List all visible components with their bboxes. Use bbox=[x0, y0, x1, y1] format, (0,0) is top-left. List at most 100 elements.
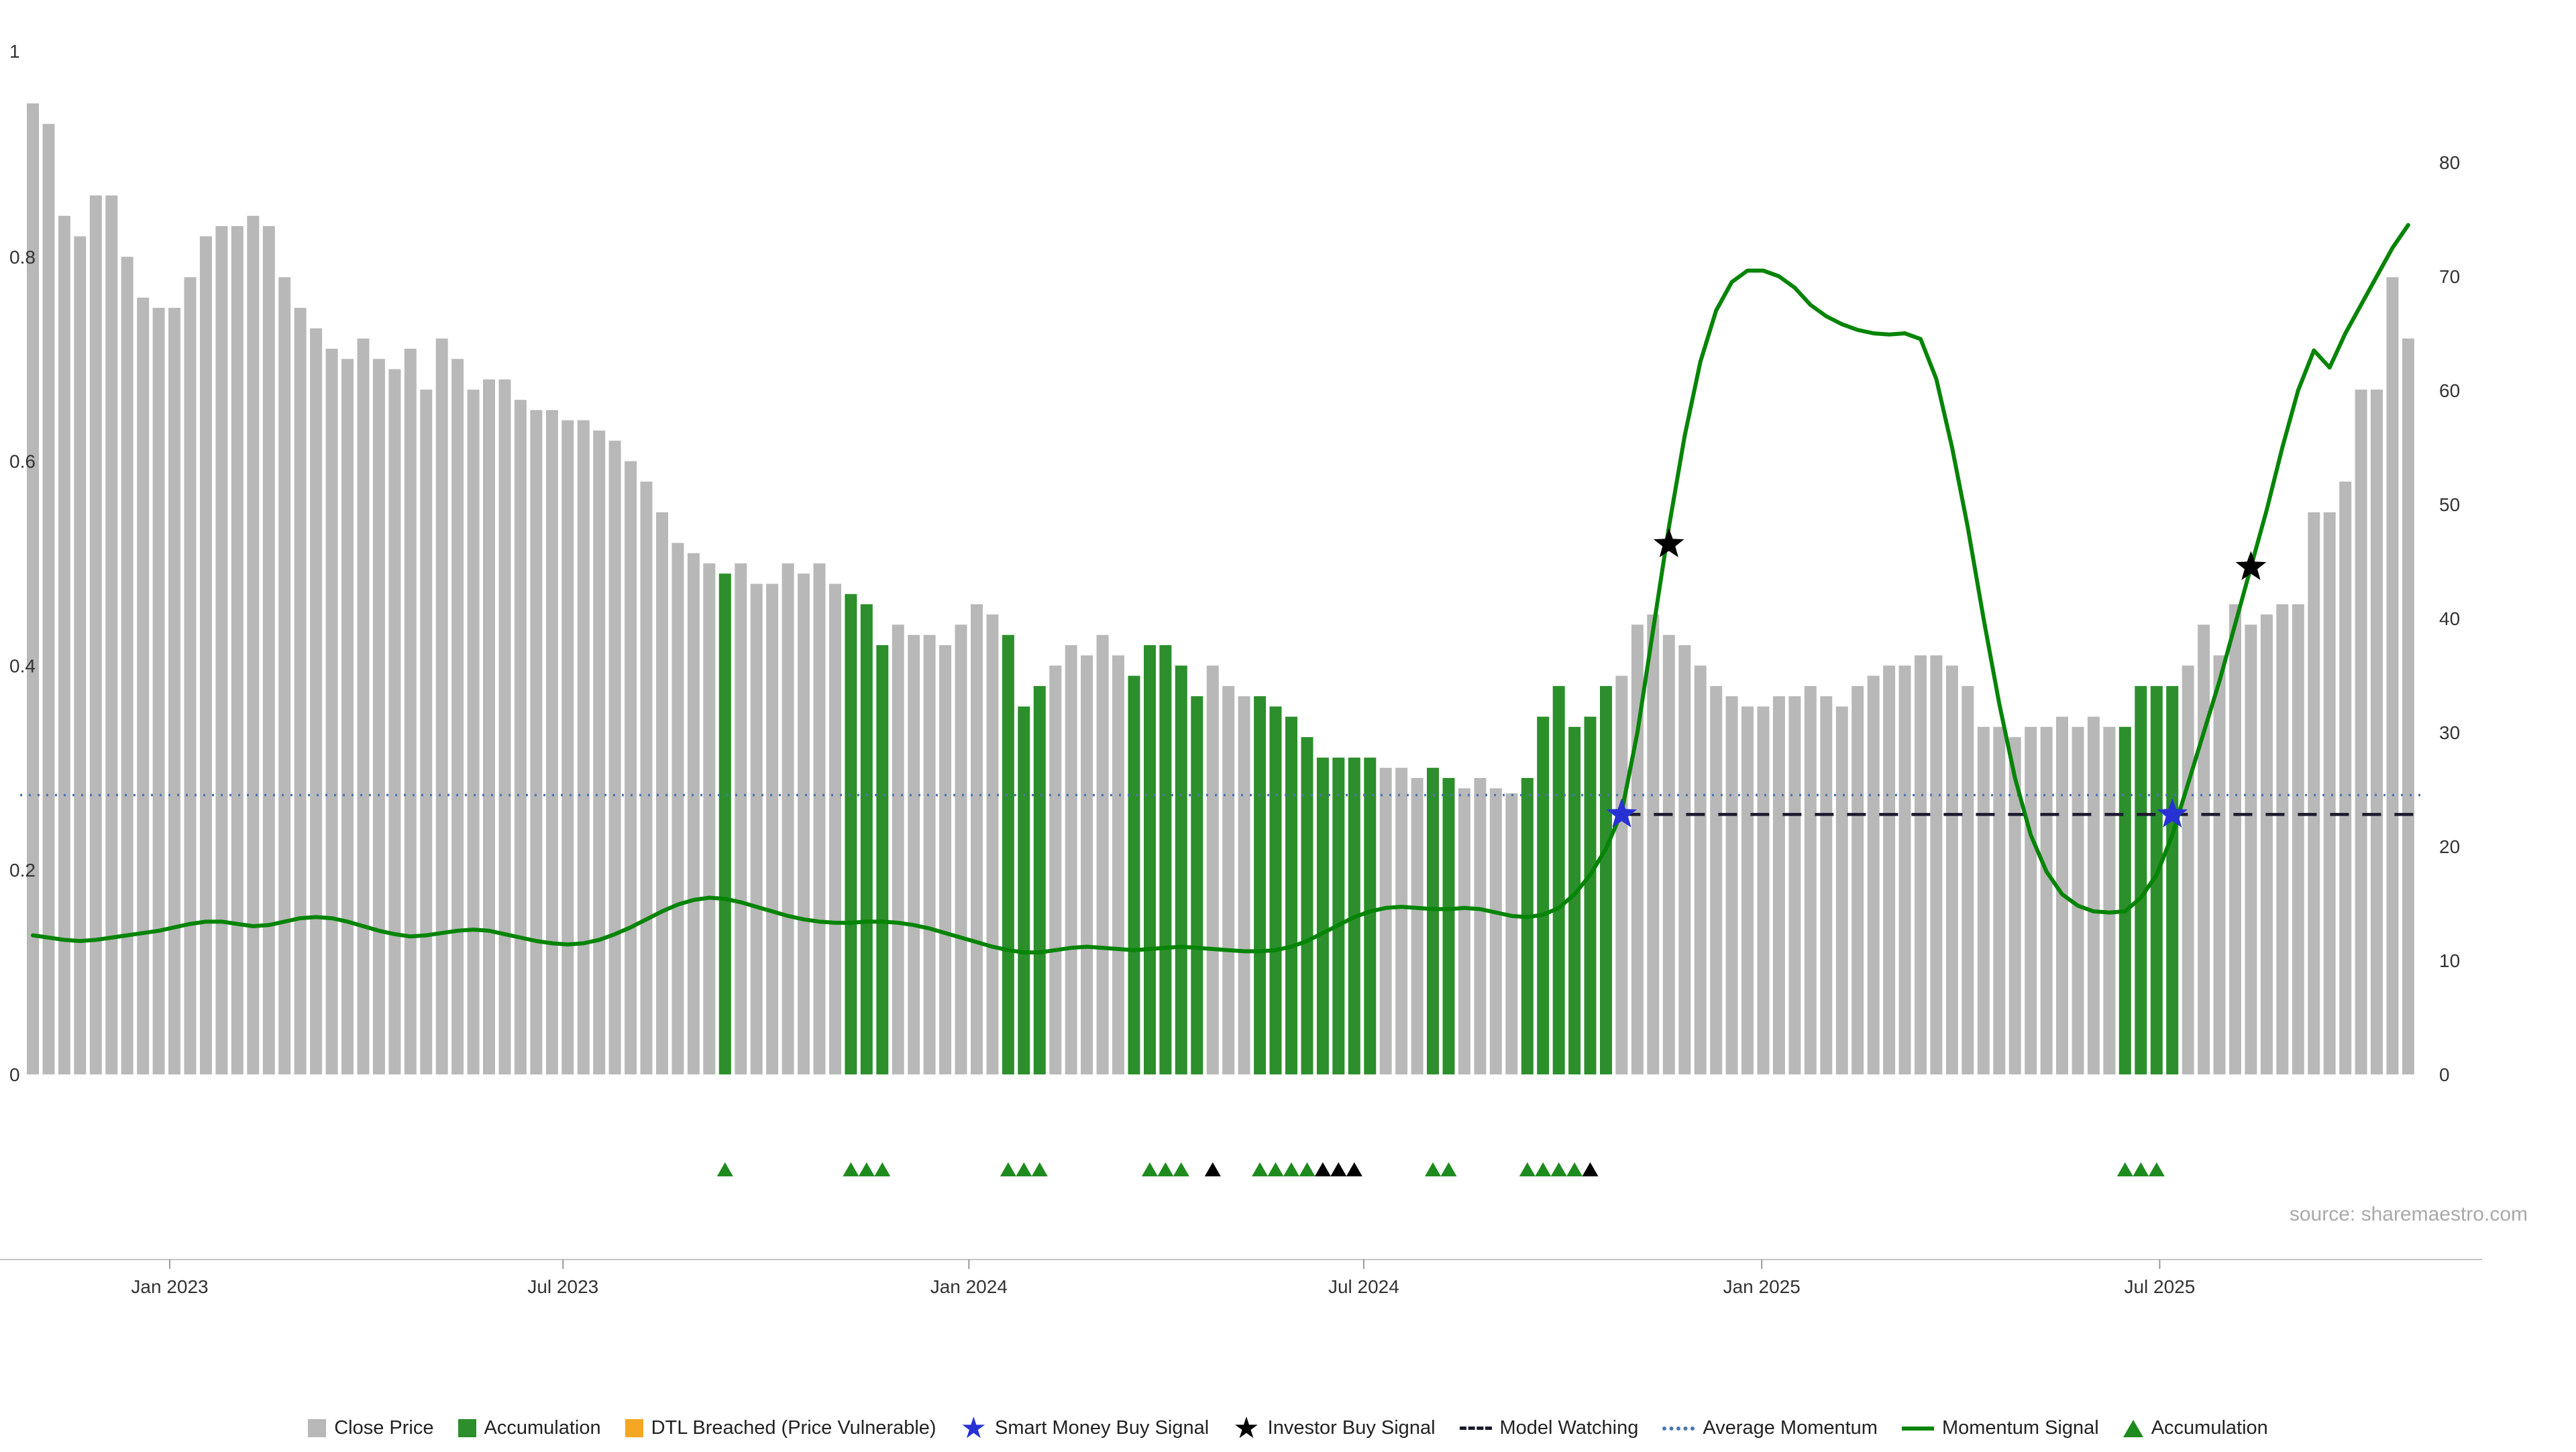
x-axis-label: Jul 2025 bbox=[2124, 1276, 2195, 1297]
close-price-bar bbox=[1489, 788, 1502, 1074]
x-axis-label: Jul 2024 bbox=[1328, 1276, 1399, 1297]
close-price-bar bbox=[687, 553, 700, 1074]
accumulation-triangle bbox=[843, 1162, 859, 1176]
close-price-bar bbox=[640, 482, 653, 1074]
accumulation-bar bbox=[1018, 706, 1030, 1074]
close-price-bar bbox=[231, 226, 244, 1075]
close-price-bar bbox=[2087, 716, 2100, 1074]
close-price-bar bbox=[530, 410, 543, 1074]
close-price-bar bbox=[294, 308, 307, 1074]
close-price-bar bbox=[2245, 624, 2257, 1074]
accumulation-bar bbox=[1301, 737, 1313, 1074]
accumulation-triangle bbox=[1031, 1162, 1048, 1176]
accumulation-triangle bbox=[1267, 1162, 1284, 1176]
accumulation-triangle bbox=[1519, 1162, 1536, 1176]
close-price-bar bbox=[388, 369, 401, 1074]
close-price-bar bbox=[1474, 778, 1487, 1074]
legend-item-model-watching: Model Watching bbox=[1459, 1417, 1639, 1439]
close-price-bar bbox=[1757, 706, 1770, 1074]
close-price-bar bbox=[310, 328, 323, 1074]
close-price-bar bbox=[2008, 737, 2021, 1074]
close-price-bar bbox=[1930, 655, 1943, 1074]
accumulation-bar bbox=[1521, 778, 1534, 1074]
star-swatch-icon: ★ bbox=[960, 1411, 987, 1445]
close-price-bar bbox=[262, 226, 275, 1075]
close-price-bar bbox=[152, 308, 165, 1074]
close-price-bar bbox=[735, 563, 747, 1074]
close-price-bar bbox=[892, 624, 904, 1074]
close-price-bar bbox=[2213, 655, 2226, 1074]
accumulation-bar bbox=[1316, 757, 1329, 1074]
star-swatch-icon: ★ bbox=[1233, 1411, 1260, 1445]
close-price-bar bbox=[27, 103, 39, 1075]
close-price-bar bbox=[1458, 788, 1470, 1074]
close-price-bar bbox=[74, 236, 87, 1074]
accumulation-triangle bbox=[1566, 1162, 1583, 1176]
accumulation-triangle bbox=[1157, 1162, 1174, 1176]
accumulation-bar bbox=[1537, 716, 1550, 1074]
close-price-bar bbox=[1993, 726, 2006, 1074]
legend-label: Accumulation bbox=[2151, 1417, 2268, 1439]
close-price-bar bbox=[1505, 793, 1518, 1074]
close-price-bar bbox=[577, 420, 590, 1074]
close-price-bar bbox=[1112, 655, 1124, 1074]
accumulation-triangle bbox=[1299, 1162, 1316, 1176]
close-price-bar bbox=[42, 123, 55, 1075]
close-price-bar bbox=[1835, 706, 1848, 1074]
close-price-bar bbox=[1977, 726, 1990, 1074]
close-price-bar bbox=[1915, 655, 1927, 1074]
close-price-bar bbox=[2103, 726, 2116, 1074]
close-price-bar bbox=[2386, 277, 2399, 1074]
close-price-bar bbox=[2025, 726, 2037, 1074]
close-price-bar bbox=[625, 461, 637, 1074]
close-price-bar bbox=[908, 634, 920, 1074]
square-swatch-icon bbox=[308, 1419, 327, 1437]
close-price-bar bbox=[1647, 614, 1660, 1074]
close-price-bar bbox=[2308, 512, 2320, 1074]
close-price-bar bbox=[1096, 634, 1109, 1074]
close-price-bar bbox=[829, 583, 841, 1074]
close-price-bar bbox=[1222, 685, 1235, 1074]
accumulation-bar bbox=[1191, 696, 1203, 1074]
legend-label: Model Watching bbox=[1499, 1417, 1639, 1439]
right-axis-label: 0 bbox=[2439, 1064, 2450, 1085]
close-price-bar bbox=[1206, 665, 1219, 1074]
dotted-line-swatch-icon bbox=[1662, 1426, 1695, 1431]
close-price-bar bbox=[1788, 696, 1801, 1074]
accumulation-bar bbox=[1254, 696, 1267, 1074]
close-price-bar bbox=[1710, 685, 1723, 1074]
accumulation-bar bbox=[2118, 726, 2131, 1074]
x-axis-label: Jan 2024 bbox=[930, 1276, 1008, 1297]
close-price-bar bbox=[420, 389, 433, 1074]
accumulation-bar bbox=[1552, 685, 1565, 1074]
accumulation-bar bbox=[1285, 716, 1297, 1074]
accumulation-bar bbox=[1584, 716, 1597, 1074]
close-price-bar bbox=[168, 308, 180, 1074]
close-price-bar bbox=[2198, 624, 2210, 1074]
close-price-bar bbox=[105, 195, 118, 1074]
close-price-bar bbox=[1883, 665, 1896, 1074]
right-axis-label: 10 bbox=[2439, 950, 2460, 971]
legend-label: Close Price bbox=[334, 1417, 434, 1439]
close-price-bar bbox=[2323, 512, 2336, 1074]
legend-item-investor-buy-signal: ★ Investor Buy Signal bbox=[1233, 1411, 1435, 1445]
accumulation-triangle bbox=[2148, 1162, 2165, 1176]
close-price-bar bbox=[1662, 634, 1675, 1074]
source-note: source: sharemaestro.com bbox=[2289, 1203, 2528, 1225]
investor-buy-star bbox=[2235, 551, 2267, 580]
close-price-bar bbox=[656, 512, 668, 1074]
accumulation-bar bbox=[1159, 645, 1172, 1074]
close-price-bar bbox=[672, 543, 684, 1074]
accumulation-bar bbox=[718, 573, 731, 1074]
accumulation-bar bbox=[1128, 675, 1140, 1074]
right-axis-label: 70 bbox=[2439, 266, 2460, 287]
close-price-bar bbox=[1631, 624, 1644, 1074]
accumulation-bar bbox=[2135, 685, 2147, 1074]
left-axis-label: 1 bbox=[9, 41, 20, 62]
close-price-bar bbox=[341, 359, 354, 1075]
close-price-bar bbox=[89, 195, 102, 1074]
close-price-bar bbox=[1898, 665, 1911, 1074]
close-price-bar bbox=[199, 236, 212, 1074]
